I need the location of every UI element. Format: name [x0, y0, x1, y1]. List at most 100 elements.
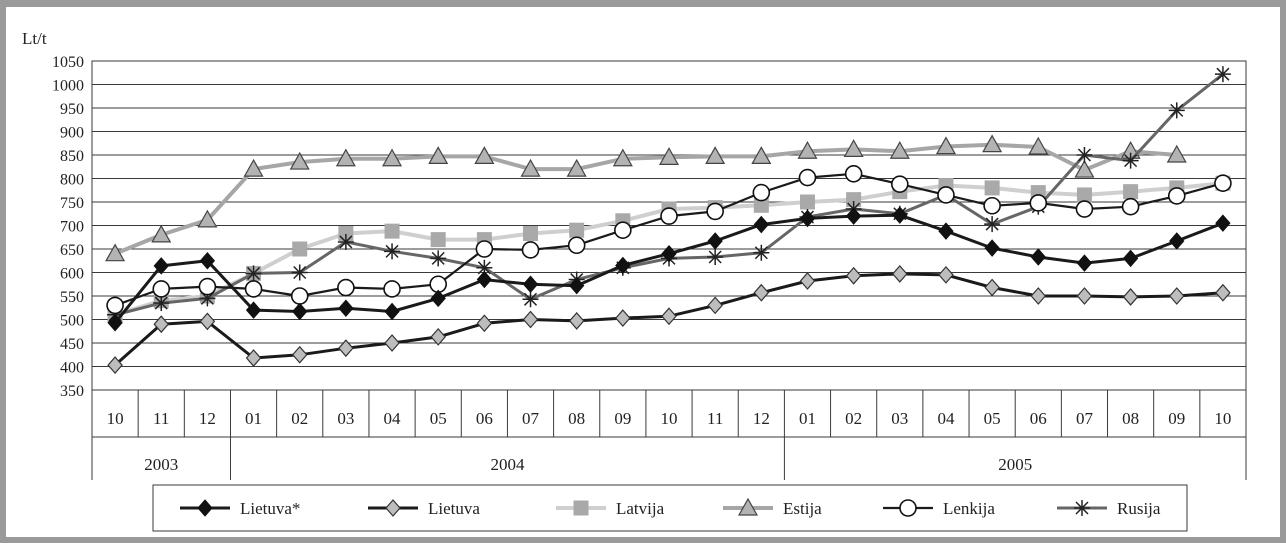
data-point [1121, 197, 1140, 216]
legend-item: Lietuva* [180, 499, 300, 518]
legend-item: Rusija [1057, 499, 1161, 518]
x-tick-label: 11 [153, 409, 169, 428]
data-point [737, 497, 759, 516]
x-tick-label: 09 [1168, 409, 1185, 428]
data-point [1214, 66, 1231, 83]
data-point [705, 146, 726, 165]
y-tick-label: 600 [60, 266, 84, 283]
data-point [199, 312, 216, 331]
legend-label: Lenkija [943, 499, 995, 518]
data-point [153, 257, 169, 275]
data-point [338, 339, 354, 358]
data-point [1215, 283, 1231, 302]
data-point [661, 244, 677, 263]
data-point [105, 243, 126, 262]
data-point [152, 280, 171, 298]
x-tick-label: 06 [1030, 409, 1047, 428]
data-point [890, 175, 909, 193]
data-point [107, 314, 123, 332]
x-tick-label: 12 [753, 409, 770, 428]
x-tick-label: 03 [337, 409, 354, 428]
data-point [384, 243, 401, 260]
x-tick-label: 01 [245, 409, 262, 428]
x-tick-label: 11 [707, 409, 723, 428]
star-stroke [523, 292, 538, 306]
x-tick-label: 12 [199, 409, 216, 428]
data-point [1076, 254, 1093, 272]
data-point [198, 277, 217, 296]
data-point [706, 202, 724, 221]
data-point [1074, 159, 1095, 178]
data-point [383, 280, 401, 298]
data-point [707, 296, 723, 315]
data-point [899, 499, 917, 517]
star-stroke [293, 265, 307, 280]
y-tick-label: 400 [60, 360, 84, 377]
data-point [1030, 248, 1046, 266]
series-group [105, 66, 1232, 375]
star-stroke [477, 261, 491, 275]
series-estija [105, 134, 1187, 262]
data-point [845, 266, 862, 285]
x-tick-label: 04 [937, 409, 955, 428]
y-tick-label: 800 [60, 172, 84, 189]
data-point [430, 250, 447, 267]
data-point [476, 314, 493, 333]
data-point [245, 349, 262, 367]
y-tick-label: 700 [60, 219, 84, 236]
data-point [1075, 200, 1094, 218]
data-point [1122, 288, 1139, 306]
data-point [753, 215, 769, 234]
data-point [337, 233, 354, 250]
data-point [522, 310, 539, 329]
y-tick-label: 550 [60, 289, 84, 306]
data-point [661, 307, 677, 326]
series-lietuva-star [107, 206, 1231, 332]
x-tick-label: 08 [1122, 409, 1139, 428]
data-point [799, 194, 815, 210]
data-point [567, 236, 586, 255]
data-point [984, 216, 1001, 233]
data-point [569, 222, 585, 238]
x-tick-label: 09 [614, 409, 631, 428]
data-point [892, 206, 908, 224]
data-point [982, 134, 1003, 153]
star-stroke [154, 296, 168, 310]
data-point [197, 499, 213, 517]
data-point [245, 301, 262, 319]
data-point [1215, 214, 1231, 232]
data-point [799, 209, 816, 228]
data-point [382, 148, 403, 167]
star-stroke [247, 266, 261, 280]
data-point [753, 244, 770, 261]
y-tick-label: 1000 [52, 78, 84, 95]
data-point [1076, 147, 1093, 163]
data-point [338, 299, 354, 317]
data-point [335, 148, 356, 167]
star-stroke [1124, 154, 1138, 168]
data-point [1166, 144, 1187, 163]
data-point [938, 222, 954, 240]
y-tick-label: 850 [60, 148, 84, 165]
data-point [289, 151, 310, 170]
data-point [475, 240, 494, 258]
data-point [428, 146, 449, 165]
star-stroke [1170, 103, 1184, 117]
data-point [385, 499, 401, 517]
series-lenkija [106, 165, 1232, 315]
data-point [566, 158, 587, 177]
y-tick-label: 450 [60, 336, 84, 353]
data-point [245, 265, 262, 282]
data-point [799, 272, 816, 290]
data-point [522, 291, 539, 308]
data-point [984, 239, 1000, 257]
x-tick-label: 07 [1076, 409, 1094, 428]
data-point [430, 289, 446, 308]
data-point [1074, 500, 1090, 516]
y-axis-label: Lt/t [22, 29, 47, 48]
x-axis: 10 11 12 01 02 03 04 05 06 07 08 09 10 11 12 01 02 03 04 05… [91, 390, 1247, 480]
data-point [430, 327, 446, 346]
data-point [521, 241, 540, 259]
x-tick-label: 10 [1214, 409, 1231, 428]
data-point [520, 158, 541, 177]
